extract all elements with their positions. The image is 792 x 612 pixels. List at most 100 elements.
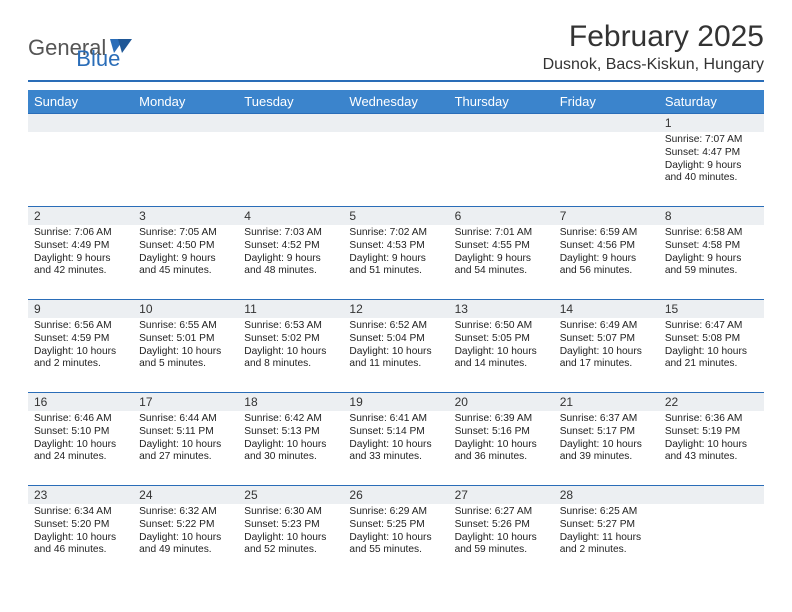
day-detail-line: and 2 minutes. — [560, 544, 653, 557]
day-detail-line: Sunset: 4:52 PM — [244, 240, 337, 253]
day-detail-line: Sunset: 4:58 PM — [665, 240, 758, 253]
day-detail-line: and 5 minutes. — [139, 358, 232, 371]
day-detail-line: Sunset: 5:23 PM — [244, 519, 337, 532]
day-cell: Sunrise: 6:44 AMSunset: 5:11 PMDaylight:… — [133, 411, 238, 485]
day-detail-line: Sunrise: 7:03 AM — [244, 227, 337, 240]
day-number: 12 — [343, 300, 448, 318]
day-detail-line: Sunrise: 6:39 AM — [455, 413, 548, 426]
day-detail-line: Sunrise: 7:05 AM — [139, 227, 232, 240]
day-detail-line: Daylight: 10 hours — [349, 532, 442, 545]
day-number: 26 — [343, 486, 448, 504]
week-row: Sunrise: 6:46 AMSunset: 5:10 PMDaylight:… — [28, 411, 764, 485]
day-cell: Sunrise: 6:37 AMSunset: 5:17 PMDaylight:… — [554, 411, 659, 485]
day-cell: Sunrise: 6:52 AMSunset: 5:04 PMDaylight:… — [343, 318, 448, 392]
day-detail-line: Sunrise: 6:30 AM — [244, 506, 337, 519]
day-number: 8 — [659, 207, 764, 225]
day-cell: Sunrise: 6:46 AMSunset: 5:10 PMDaylight:… — [28, 411, 133, 485]
day-cell: Sunrise: 6:34 AMSunset: 5:20 PMDaylight:… — [28, 504, 133, 578]
day-detail-line: and 56 minutes. — [560, 265, 653, 278]
day-cell: Sunrise: 7:07 AMSunset: 4:47 PMDaylight:… — [659, 132, 764, 206]
day-detail-line: Sunset: 5:19 PM — [665, 426, 758, 439]
day-number: 13 — [449, 300, 554, 318]
day-cell — [28, 132, 133, 206]
day-detail-line: Sunset: 4:55 PM — [455, 240, 548, 253]
day-detail-line: Daylight: 9 hours — [560, 253, 653, 266]
day-number: 7 — [554, 207, 659, 225]
day-number: 9 — [28, 300, 133, 318]
day-number: 3 — [133, 207, 238, 225]
day-detail-line: Sunset: 5:25 PM — [349, 519, 442, 532]
day-number: 2 — [28, 207, 133, 225]
day-number — [343, 114, 448, 132]
day-number: 5 — [343, 207, 448, 225]
day-detail-line: Daylight: 11 hours — [560, 532, 653, 545]
day-detail-line: Daylight: 10 hours — [349, 439, 442, 452]
day-number: 1 — [659, 114, 764, 132]
day-detail-line: and 2 minutes. — [34, 358, 127, 371]
day-detail-line: Daylight: 10 hours — [244, 532, 337, 545]
day-number: 22 — [659, 393, 764, 411]
day-number: 18 — [238, 393, 343, 411]
day-number — [449, 114, 554, 132]
day-detail-line: Sunrise: 7:06 AM — [34, 227, 127, 240]
day-detail-line: Sunrise: 6:50 AM — [455, 320, 548, 333]
day-cell: Sunrise: 6:29 AMSunset: 5:25 PMDaylight:… — [343, 504, 448, 578]
day-cell: Sunrise: 6:41 AMSunset: 5:14 PMDaylight:… — [343, 411, 448, 485]
brand-logo: General Blue — [28, 20, 120, 72]
day-cell: Sunrise: 6:36 AMSunset: 5:19 PMDaylight:… — [659, 411, 764, 485]
day-detail-line: and 27 minutes. — [139, 451, 232, 464]
dow-monday: Monday — [133, 90, 238, 113]
month-title: February 2025 — [543, 20, 764, 54]
day-detail-line: Sunset: 5:11 PM — [139, 426, 232, 439]
day-detail-line: Sunset: 5:10 PM — [34, 426, 127, 439]
day-detail-line: Sunrise: 6:58 AM — [665, 227, 758, 240]
day-number: 20 — [449, 393, 554, 411]
day-cell: Sunrise: 6:25 AMSunset: 5:27 PMDaylight:… — [554, 504, 659, 578]
day-detail-line: Sunrise: 6:37 AM — [560, 413, 653, 426]
day-detail-line: Sunrise: 6:42 AM — [244, 413, 337, 426]
day-detail-line: Daylight: 10 hours — [139, 439, 232, 452]
day-detail-line: Sunset: 5:13 PM — [244, 426, 337, 439]
day-number: 24 — [133, 486, 238, 504]
day-cell: Sunrise: 6:50 AMSunset: 5:05 PMDaylight:… — [449, 318, 554, 392]
day-detail-line: Daylight: 10 hours — [455, 439, 548, 452]
header: General Blue February 2025 Dusnok, Bacs-… — [28, 20, 764, 82]
day-detail-line: Sunrise: 6:52 AM — [349, 320, 442, 333]
day-number — [554, 114, 659, 132]
day-detail-line: and 39 minutes. — [560, 451, 653, 464]
day-detail-line: Sunset: 4:56 PM — [560, 240, 653, 253]
day-detail-line: and 11 minutes. — [349, 358, 442, 371]
day-number: 17 — [133, 393, 238, 411]
day-detail-line: Sunrise: 6:53 AM — [244, 320, 337, 333]
day-detail-line: and 54 minutes. — [455, 265, 548, 278]
day-detail-line: Daylight: 10 hours — [244, 346, 337, 359]
day-detail-line: Daylight: 10 hours — [560, 346, 653, 359]
day-detail-line: Daylight: 10 hours — [455, 532, 548, 545]
day-cell: Sunrise: 6:58 AMSunset: 4:58 PMDaylight:… — [659, 225, 764, 299]
day-detail-line: Sunset: 5:01 PM — [139, 333, 232, 346]
day-detail-line: and 48 minutes. — [244, 265, 337, 278]
day-number: 25 — [238, 486, 343, 504]
day-detail-line: Sunrise: 6:32 AM — [139, 506, 232, 519]
day-detail-line: Daylight: 9 hours — [349, 253, 442, 266]
day-cell: Sunrise: 6:42 AMSunset: 5:13 PMDaylight:… — [238, 411, 343, 485]
day-detail-line: and 30 minutes. — [244, 451, 337, 464]
brand-text-2: Blue — [76, 46, 120, 72]
day-number: 27 — [449, 486, 554, 504]
day-detail-line: Sunrise: 6:56 AM — [34, 320, 127, 333]
day-detail-line: and 51 minutes. — [349, 265, 442, 278]
day-cell — [659, 504, 764, 578]
day-detail-line: Daylight: 10 hours — [349, 346, 442, 359]
day-detail-line: and 21 minutes. — [665, 358, 758, 371]
day-detail-line: Daylight: 10 hours — [244, 439, 337, 452]
title-block: February 2025 Dusnok, Bacs-Kiskun, Hunga… — [543, 20, 764, 74]
day-detail-line: Sunset: 4:59 PM — [34, 333, 127, 346]
day-detail-line: Daylight: 10 hours — [139, 532, 232, 545]
day-detail-line: Daylight: 10 hours — [139, 346, 232, 359]
day-detail-line: and 45 minutes. — [139, 265, 232, 278]
day-detail-line: Daylight: 9 hours — [34, 253, 127, 266]
day-number: 16 — [28, 393, 133, 411]
day-detail-line: Sunset: 5:05 PM — [455, 333, 548, 346]
day-detail-line: Sunrise: 7:07 AM — [665, 134, 758, 147]
day-detail-line: and 49 minutes. — [139, 544, 232, 557]
